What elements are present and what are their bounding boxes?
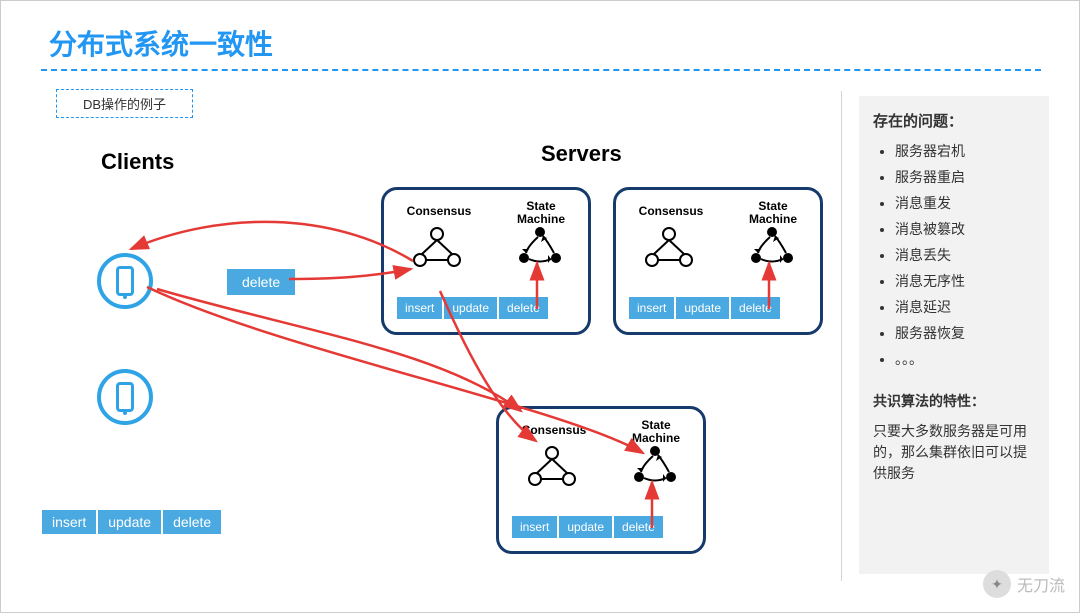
problems-list: 服务器宕机服务器重启消息重发消息被篡改消息丢失消息无序性消息延迟服务器恢复。。。 — [873, 141, 1035, 369]
server-3: Consensus StateMachine insert update del… — [496, 406, 706, 554]
log-delete: delete — [730, 296, 781, 320]
server-log-row: insert update delete — [628, 296, 781, 320]
log-insert: insert — [628, 296, 675, 320]
servers-label: Servers — [541, 141, 622, 167]
consensus-label: Consensus — [519, 423, 589, 437]
consensus-icon — [527, 445, 577, 494]
watermark: ✦ 无刀流 — [983, 570, 1065, 598]
arrow — [131, 222, 413, 261]
log-update: update — [443, 296, 498, 320]
problem-item: 消息延迟 — [895, 297, 1035, 317]
log-update: update — [675, 296, 730, 320]
consensus-label: Consensus — [404, 204, 474, 218]
consensus-icon — [412, 226, 462, 275]
watermark-text: 无刀流 — [1017, 572, 1065, 596]
problems-title: 存在的问题： — [873, 110, 1035, 131]
op-delete: delete — [162, 509, 222, 535]
divider — [41, 69, 1041, 71]
state-machine-icon — [516, 224, 564, 273]
state-machine-icon — [748, 224, 796, 273]
feature-text: 只要大多数服务器是可用的，那么集群依旧可以提供服务 — [873, 421, 1035, 484]
sidebar: 存在的问题： 服务器宕机服务器重启消息重发消息被篡改消息丢失消息无序性消息延迟服… — [859, 96, 1049, 574]
log-update: update — [558, 515, 613, 539]
problem-item: 消息丢失 — [895, 245, 1035, 265]
state-machine-icon — [631, 443, 679, 492]
client-1-icon — [97, 253, 153, 309]
op-insert: insert — [41, 509, 97, 535]
log-delete: delete — [613, 515, 664, 539]
watermark-icon: ✦ — [983, 570, 1011, 598]
client-ops-row: insert update delete — [41, 509, 222, 535]
clients-label: Clients — [101, 149, 174, 175]
consensus-label: Consensus — [636, 204, 706, 218]
op-update: update — [97, 509, 162, 535]
server-2: Consensus StateMachine insert update del… — [613, 187, 823, 335]
client-op-pill: delete — [227, 269, 295, 295]
problem-item: 服务器恢复 — [895, 323, 1035, 343]
log-insert: insert — [511, 515, 558, 539]
sidebar-separator — [841, 91, 842, 581]
problem-item: 服务器宕机 — [895, 141, 1035, 161]
log-delete: delete — [498, 296, 549, 320]
feature-title: 共识算法的特性： — [873, 391, 1035, 411]
subtitle-box: DB操作的例子 — [56, 89, 193, 118]
log-insert: insert — [396, 296, 443, 320]
problem-item: 消息被篡改 — [895, 219, 1035, 239]
problem-item: 消息重发 — [895, 193, 1035, 213]
state-machine-label: StateMachine — [506, 200, 576, 226]
consensus-icon — [644, 226, 694, 275]
state-machine-label: StateMachine — [621, 419, 691, 445]
problem-item: 。。。 — [895, 349, 1035, 369]
page-title: 分布式系统一致性 — [49, 23, 273, 63]
server-log-row: insert update delete — [396, 296, 549, 320]
problem-item: 消息无序性 — [895, 271, 1035, 291]
problem-item: 服务器重启 — [895, 167, 1035, 187]
server-1: Consensus StateMachine insert update del… — [381, 187, 591, 335]
client-2-icon — [97, 369, 153, 425]
server-log-row: insert update delete — [511, 515, 664, 539]
state-machine-label: StateMachine — [738, 200, 808, 226]
